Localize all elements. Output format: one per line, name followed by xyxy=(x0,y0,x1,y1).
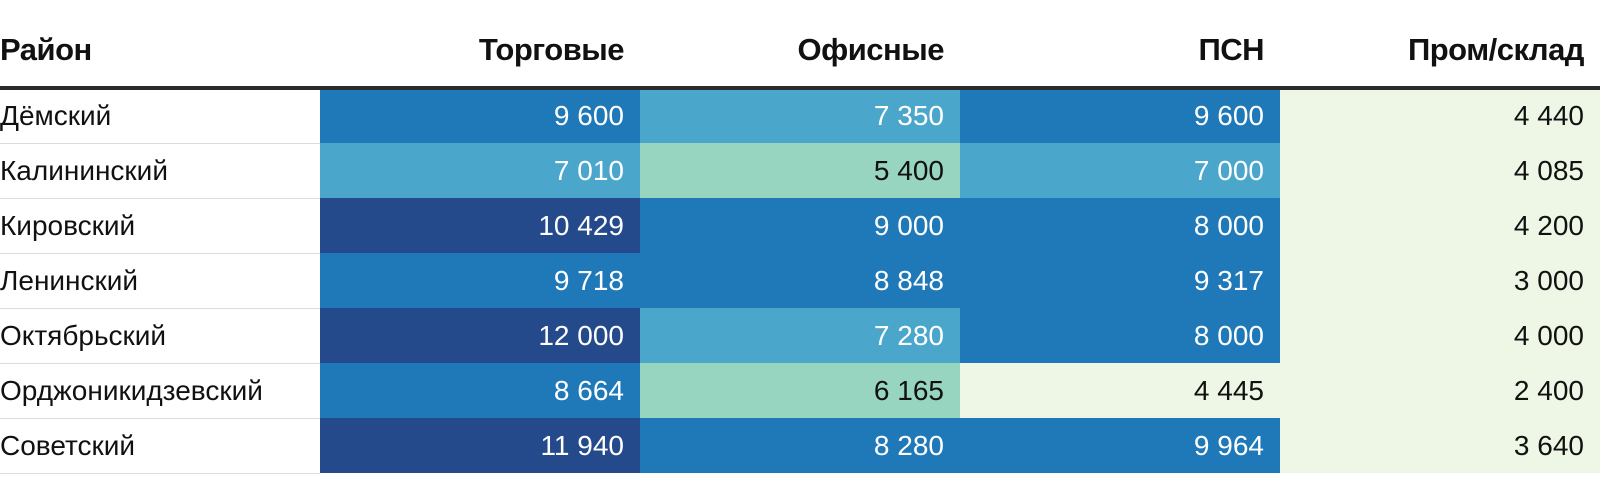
value-cell-psn: 8 000 xyxy=(960,308,1280,363)
value-cell-retail: 10 429 xyxy=(320,198,640,253)
table-row: Дёмский 9 600 7 350 9 600 4 440 xyxy=(0,88,1600,144)
value-cell-industrial-warehouse: 3 640 xyxy=(1280,418,1600,473)
value-cell-psn: 8 000 xyxy=(960,198,1280,253)
column-header-retail: Торговые xyxy=(320,0,640,90)
district-name-cell: Ленинский xyxy=(0,253,320,309)
column-header-psn: ПСН xyxy=(960,0,1280,90)
value-cell-office: 6 165 xyxy=(640,363,960,418)
value-cell-office: 5 400 xyxy=(640,143,960,198)
value-cell-psn: 4 445 xyxy=(960,363,1280,418)
value-cell-retail: 7 010 xyxy=(320,143,640,198)
value-cell-retail: 8 664 xyxy=(320,363,640,418)
value-cell-psn: 7 000 xyxy=(960,143,1280,198)
value-cell-retail: 12 000 xyxy=(320,308,640,363)
value-cell-industrial-warehouse: 4 200 xyxy=(1280,198,1600,253)
table-row: Октябрьский 12 000 7 280 8 000 4 000 xyxy=(0,308,1600,364)
table-body: Дёмский 9 600 7 350 9 600 4 440 Калининский 7 … xyxy=(0,88,1600,474)
value-cell-retail: 11 940 xyxy=(320,418,640,473)
column-header-industrial-warehouse: Пром/склад xyxy=(1280,0,1600,90)
value-cell-industrial-warehouse: 2 400 xyxy=(1280,363,1600,418)
district-name-cell: Орджоникидзевский xyxy=(0,363,320,419)
district-name-cell: Советский xyxy=(0,418,320,474)
value-cell-office: 7 350 xyxy=(640,88,960,143)
value-cell-industrial-warehouse: 4 440 xyxy=(1280,88,1600,143)
header-row: Район Торговые Офисные ПСН Пром/склад xyxy=(0,0,1600,90)
value-cell-office: 8 280 xyxy=(640,418,960,473)
table-row: Ленинский 9 718 8 848 9 317 3 000 xyxy=(0,253,1600,309)
district-name-cell: Дёмский xyxy=(0,88,320,144)
value-cell-office: 9 000 xyxy=(640,198,960,253)
value-cell-industrial-warehouse: 3 000 xyxy=(1280,253,1600,308)
value-cell-industrial-warehouse: 4 000 xyxy=(1280,308,1600,363)
table-row: Кировский 10 429 9 000 8 000 4 200 xyxy=(0,198,1600,254)
district-name-cell: Кировский xyxy=(0,198,320,254)
value-cell-industrial-warehouse: 4 085 xyxy=(1280,143,1600,198)
value-cell-office: 7 280 xyxy=(640,308,960,363)
district-name-cell: Октябрьский xyxy=(0,308,320,364)
value-cell-psn: 9 964 xyxy=(960,418,1280,473)
value-cell-psn: 9 600 xyxy=(960,88,1280,143)
table-row: Орджоникидзевский 8 664 6 165 4 445 2 400 xyxy=(0,363,1600,419)
column-header-district: Район xyxy=(0,0,320,90)
table-row: Советский 11 940 8 280 9 964 3 640 xyxy=(0,418,1600,474)
table-row: Калининский 7 010 5 400 7 000 4 085 xyxy=(0,143,1600,199)
column-header-office: Офисные xyxy=(640,0,960,90)
value-cell-retail: 9 718 xyxy=(320,253,640,308)
value-cell-office: 8 848 xyxy=(640,253,960,308)
value-cell-retail: 9 600 xyxy=(320,88,640,143)
value-cell-psn: 9 317 xyxy=(960,253,1280,308)
district-name-cell: Калининский xyxy=(0,143,320,199)
